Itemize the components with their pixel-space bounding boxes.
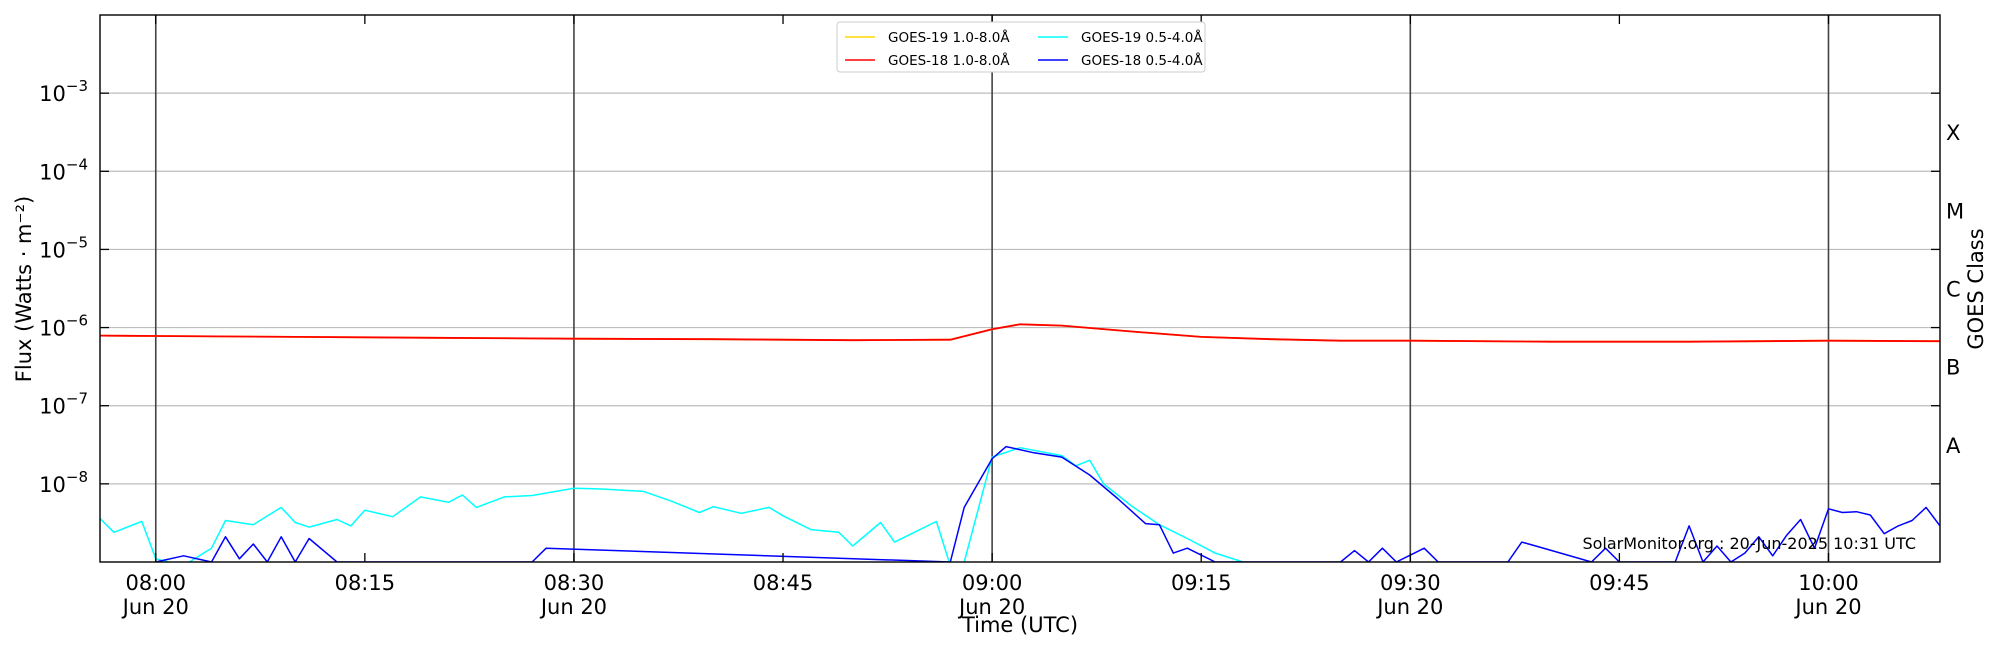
plot-frame — [99, 14, 1941, 563]
goes-class-label: M — [1946, 199, 1964, 223]
x-tick-date-label: Jun 20 — [957, 595, 1025, 619]
credit-annotation: SolarMonitor.org : 20-Jun-2025 10:31 UTC — [1582, 534, 1916, 553]
x-tick-label: 09:45 — [1589, 571, 1650, 595]
x-tick-label: 08:00 — [125, 571, 186, 595]
legend-entry: GOES-19 0.5-4.0Å — [1081, 29, 1203, 46]
x-tick-label: 08:45 — [753, 571, 814, 595]
x-tick-date-label: Jun 20 — [1375, 595, 1443, 619]
goes-class-label: A — [1946, 434, 1961, 458]
x-tick-label: 09:00 — [962, 571, 1023, 595]
y-axis-title: Flux (Watts · m⁻²) — [12, 196, 36, 382]
x-tick-date-label: Jun 20 — [1793, 595, 1861, 619]
series-line — [100, 323, 1940, 343]
legend-entry: GOES-19 1.0-8.0Å — [888, 29, 1010, 46]
x-axis-title: Time (UTC) — [961, 613, 1078, 637]
legend-box — [836, 21, 1206, 73]
y-tick-label: 10−7 — [39, 390, 88, 419]
y-tick-label: 10−6 — [39, 312, 88, 341]
y-tick-label: 10−3 — [39, 77, 88, 106]
y-tick-label: 10−4 — [39, 155, 88, 184]
right-axis-title: GOES Class — [1964, 228, 1988, 349]
series-line — [155, 445, 1940, 562]
goes-class-label: X — [1946, 121, 1960, 145]
legend-entry: GOES-18 1.0-8.0Å — [888, 52, 1010, 69]
legend-entry: GOES-18 0.5-4.0Å — [1081, 52, 1203, 69]
series-line — [100, 446, 1247, 562]
x-tick-label: 09:15 — [1171, 571, 1232, 595]
goes-class-label: C — [1946, 278, 1961, 302]
x-tick-label: 08:30 — [544, 571, 605, 595]
goes-class-label: B — [1946, 356, 1960, 380]
y-tick-label: 10−8 — [39, 468, 88, 497]
x-tick-label: 10:00 — [1798, 571, 1859, 595]
series-line — [100, 323, 1940, 343]
y-tick-label: 10−5 — [39, 233, 88, 262]
x-tick-label: 09:30 — [1380, 571, 1441, 595]
x-tick-date-label: Jun 20 — [121, 595, 189, 619]
x-tick-date-label: Jun 20 — [539, 595, 607, 619]
x-tick-label: 08:15 — [335, 571, 396, 595]
